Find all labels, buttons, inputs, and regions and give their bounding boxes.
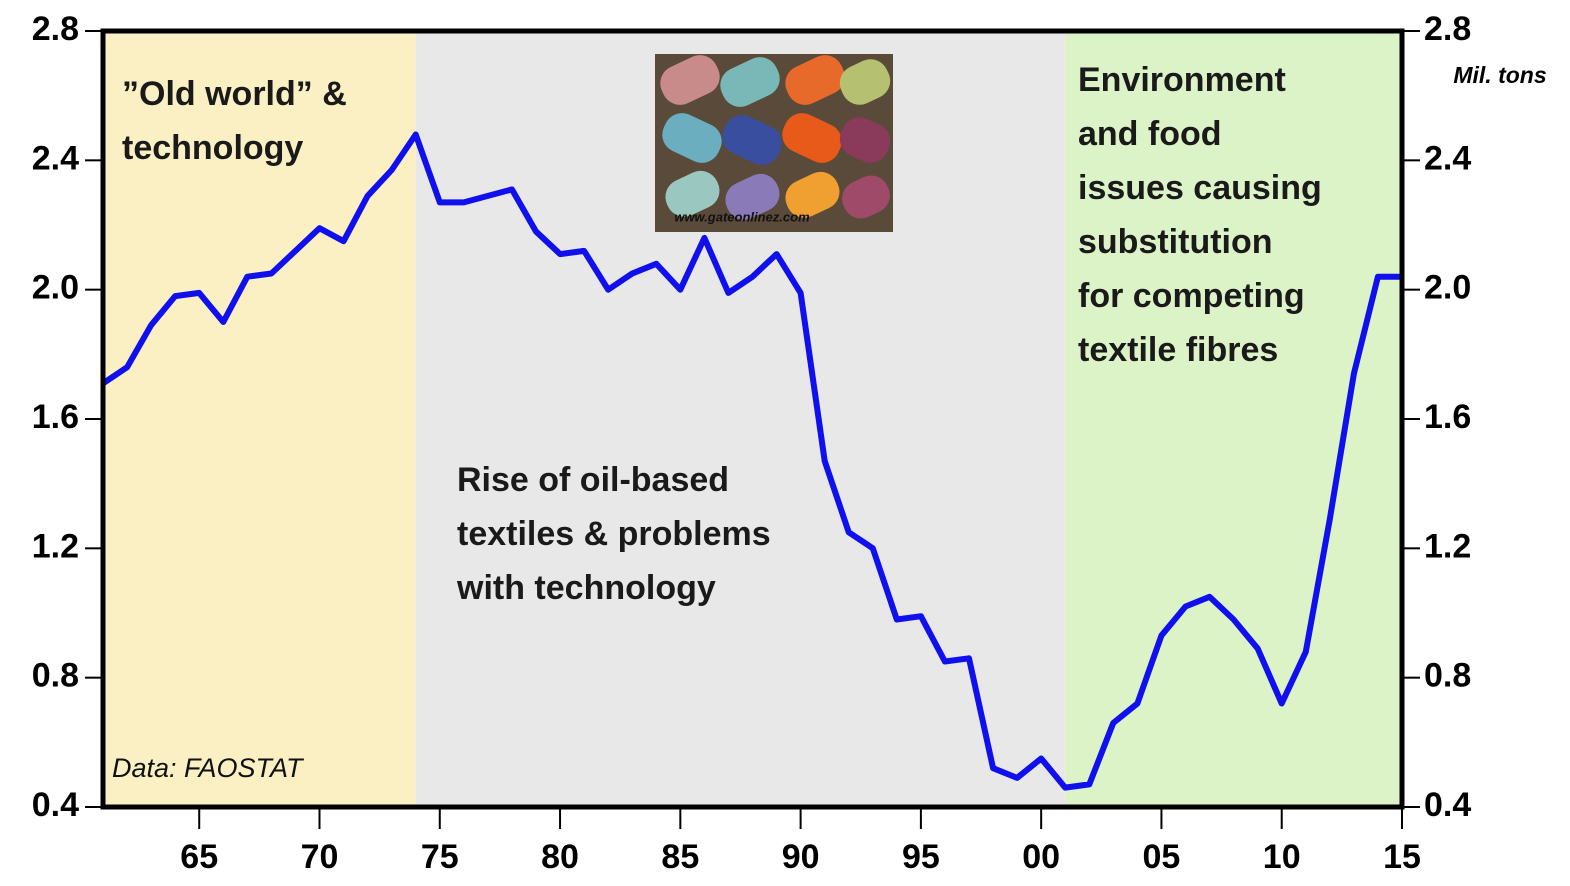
- x-tick-label: 65: [180, 838, 218, 876]
- y-tick-label: 0.8: [32, 657, 79, 695]
- x-tick-label: 70: [301, 838, 339, 876]
- region-annotation: with technology: [456, 569, 716, 607]
- y2-tick-label: 2.4: [1424, 139, 1471, 177]
- source-note: Data: FAOSTAT: [112, 753, 305, 783]
- x-tick-label: 15: [1383, 838, 1421, 876]
- region-annotation: technology: [122, 129, 303, 167]
- region-annotation: for competing: [1078, 277, 1305, 315]
- y2-axis-label: Mil. tons: [1453, 62, 1546, 88]
- y-tick-label: 1.6: [32, 398, 79, 436]
- x-tick-label: 80: [541, 838, 579, 876]
- region-annotation: textile fibres: [1078, 331, 1278, 369]
- y2-tick-label: 0.4: [1424, 786, 1471, 824]
- y-tick-label: 2.4: [32, 139, 79, 177]
- region-annotation: Environment: [1078, 61, 1286, 99]
- chart: Data: FAOSTAT Mil. tons ”Old world” & tec…: [0, 0, 1570, 881]
- thread-image: www.gateonlinez.com: [654, 49, 896, 232]
- x-tick-label: 75: [421, 838, 459, 876]
- y-tick-label: 2.0: [32, 269, 79, 307]
- region-annotation: ”Old world” &: [122, 75, 347, 113]
- image-caption: www.gateonlinez.com: [674, 209, 810, 224]
- y2-tick-label: 1.6: [1424, 398, 1471, 436]
- region-annotation: substitution: [1078, 223, 1273, 261]
- region-annotation: textiles & problems: [457, 515, 771, 553]
- region-annotation: Rise of oil-based: [457, 461, 729, 499]
- x-tick-label: 00: [1022, 838, 1060, 876]
- y-tick-label: 1.2: [32, 527, 79, 565]
- x-tick-label: 95: [902, 838, 940, 876]
- y2-tick-label: 2.0: [1424, 269, 1471, 307]
- y-tick-label: 2.8: [32, 10, 79, 48]
- y2-tick-label: 1.2: [1424, 527, 1471, 565]
- y-tick-label: 0.4: [32, 786, 79, 824]
- x-tick-label: 05: [1143, 838, 1181, 876]
- x-tick-label: 90: [782, 838, 820, 876]
- region-annotation: and food: [1078, 115, 1222, 153]
- y2-tick-label: 0.8: [1424, 657, 1471, 695]
- region-annotation: issues causing: [1078, 169, 1322, 207]
- x-tick-label: 85: [661, 838, 699, 876]
- page: {"chart_data": { "type": "line", "x": [1…: [0, 0, 1570, 881]
- y2-tick-label: 2.8: [1424, 10, 1471, 48]
- x-tick-label: 10: [1263, 838, 1301, 876]
